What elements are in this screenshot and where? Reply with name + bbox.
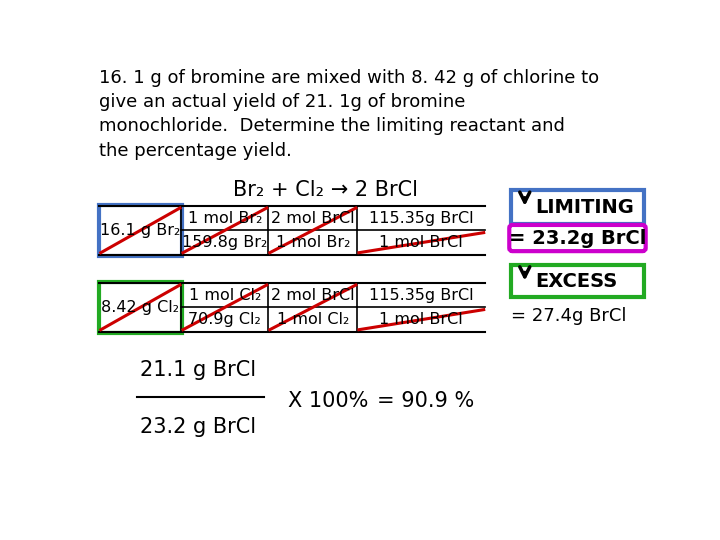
- Text: LIMITING: LIMITING: [536, 198, 634, 217]
- Bar: [99, 282, 182, 333]
- FancyBboxPatch shape: [509, 225, 646, 251]
- Text: 1 mol BrCl: 1 mol BrCl: [379, 312, 463, 327]
- Text: 159.8g Br₂: 159.8g Br₂: [182, 235, 267, 250]
- Bar: [510, 190, 644, 224]
- Text: 70.9g Cl₂: 70.9g Cl₂: [189, 312, 261, 327]
- Text: 21.1 g BrCl: 21.1 g BrCl: [140, 361, 256, 381]
- Text: 1 mol Br₂: 1 mol Br₂: [276, 235, 350, 250]
- Text: 2 mol BrCl: 2 mol BrCl: [271, 211, 355, 226]
- Text: 1 mol BrCl: 1 mol BrCl: [379, 235, 463, 250]
- Text: = 27.4g BrCl: = 27.4g BrCl: [510, 307, 626, 325]
- Text: Br₂ + Cl₂ → 2 BrCl: Br₂ + Cl₂ → 2 BrCl: [233, 180, 418, 200]
- Text: X 100%: X 100%: [287, 392, 368, 411]
- Bar: [99, 205, 182, 256]
- Text: 23.2 g BrCl: 23.2 g BrCl: [140, 417, 256, 437]
- Text: 115.35g BrCl: 115.35g BrCl: [369, 211, 474, 226]
- Text: = 23.2g BrCl: = 23.2g BrCl: [509, 228, 646, 247]
- Text: 2 mol BrCl: 2 mol BrCl: [271, 287, 355, 302]
- Text: 16. 1 g of bromine are mixed with 8. 42 g of chlorine to
give an actual yield of: 16. 1 g of bromine are mixed with 8. 42 …: [99, 69, 600, 159]
- Bar: [510, 265, 644, 298]
- Text: 8.42 g Cl₂: 8.42 g Cl₂: [102, 300, 179, 315]
- Text: 1 mol Cl₂: 1 mol Cl₂: [276, 312, 349, 327]
- Text: 115.35g BrCl: 115.35g BrCl: [369, 287, 474, 302]
- Text: 1 mol Br₂: 1 mol Br₂: [188, 211, 262, 226]
- Text: = 90.9 %: = 90.9 %: [377, 392, 474, 411]
- Text: EXCESS: EXCESS: [536, 272, 618, 291]
- Text: 1 mol Cl₂: 1 mol Cl₂: [189, 287, 261, 302]
- Text: 16.1 g Br₂: 16.1 g Br₂: [100, 223, 181, 238]
